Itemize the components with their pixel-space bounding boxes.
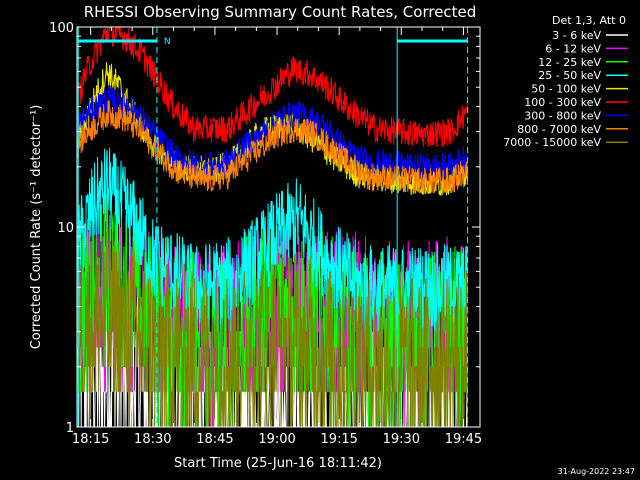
y-axis-label: Corrected Count Rate (s⁻¹ detector⁻¹) bbox=[29, 105, 44, 350]
legend-label: 300 - 800 keV bbox=[524, 109, 601, 122]
x-tick-label: 19:30 bbox=[383, 432, 420, 447]
x-axis-label: Start Time (25-Jun-16 18:11:42) bbox=[174, 456, 382, 471]
x-tick-label: 18:45 bbox=[196, 432, 233, 447]
legend-label: 50 - 100 keV bbox=[531, 83, 601, 96]
footer-date: 31-Aug-2022 23:47 bbox=[558, 467, 635, 476]
y-tick-label: 100 bbox=[49, 21, 74, 36]
chart-title: RHESSI Observing Summary Count Rates, Co… bbox=[84, 3, 477, 21]
series-layer bbox=[77, 27, 468, 427]
x-tick-label: 19:45 bbox=[445, 432, 482, 447]
axis-layer: 18:15 18:30 18:45 19:00 19:15 19:30 19:45 1 10 10… bbox=[49, 21, 482, 447]
legend-label: 100 - 300 keV bbox=[524, 96, 601, 109]
x-tick-label: 19:00 bbox=[258, 432, 295, 447]
series-line bbox=[77, 231, 468, 427]
legend-label: 12 - 25 keV bbox=[538, 56, 601, 69]
series-line bbox=[77, 100, 468, 195]
y-tick-label: 1 bbox=[66, 421, 74, 436]
x-tick-label: 18:30 bbox=[134, 432, 171, 447]
series-line bbox=[77, 27, 468, 148]
legend-label: 6 - 12 keV bbox=[545, 42, 601, 55]
x-tick-label: 18:15 bbox=[72, 432, 109, 447]
legend-label: 25 - 50 keV bbox=[538, 69, 601, 82]
legend-label: 800 - 7000 keV bbox=[517, 123, 601, 136]
legend-label: 3 - 6 keV bbox=[552, 29, 601, 42]
legend-label: 7000 - 15000 keV bbox=[503, 136, 601, 149]
x-tick-label: 19:15 bbox=[320, 432, 357, 447]
series-line bbox=[77, 147, 468, 332]
flag-label: N bbox=[164, 37, 171, 47]
y-tick-label: 10 bbox=[57, 221, 74, 236]
legend-header: Det 1,3, Att 0 bbox=[552, 14, 626, 27]
